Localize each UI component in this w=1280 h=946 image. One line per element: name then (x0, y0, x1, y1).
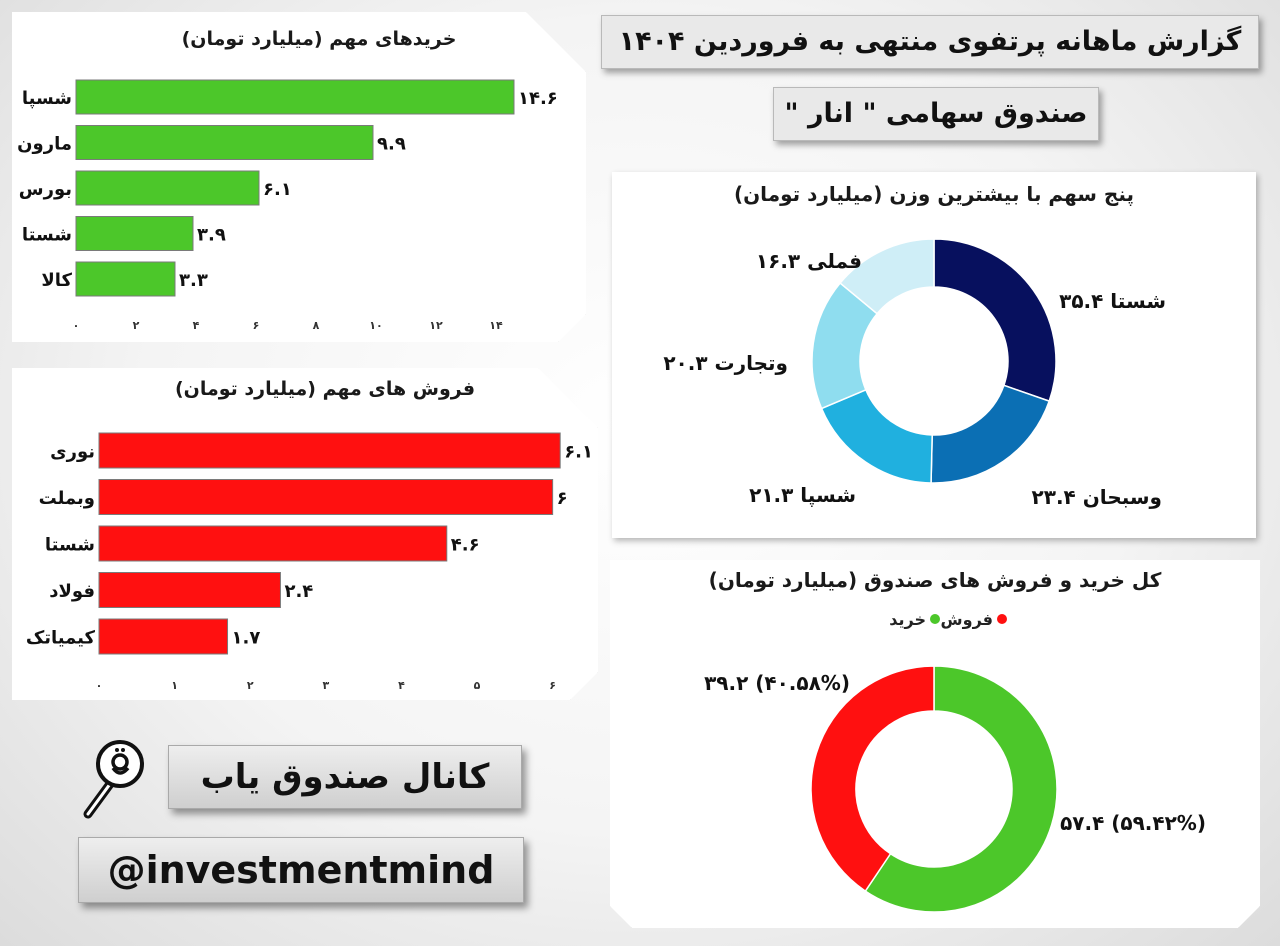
buys-tick-label: ۴ (193, 319, 200, 332)
buys-bar (76, 80, 514, 114)
buys-value-label: ۱۴.۶ (518, 88, 558, 109)
buys-category-label: بورس (19, 179, 72, 200)
sells-value-label: ۶ (557, 488, 568, 509)
holdings-slice-label: ۳۵.۴ شستا (1059, 289, 1166, 313)
buys-category-label: شسپا (22, 88, 72, 109)
holdings-slice-label: ۲۰.۳ وتجارت (663, 351, 788, 375)
sells-tick-label: ۵ (474, 679, 481, 692)
fund-name: صندوق سهامی " انار " (784, 98, 1088, 129)
holdings-slice-label: ۲۳.۴ وسبحان (1032, 485, 1162, 509)
holdings-slice (930, 384, 1051, 484)
handle-tag: @investmentmind (78, 837, 524, 903)
buysell-slice (811, 666, 934, 891)
buy-sell-chart: ۵۷.۴ (۵۹.۴۲%) ۳۹.۲ (۴۰.۵۸%) فروش خرید (610, 560, 1260, 928)
sells-tick-label: ۳ (322, 679, 329, 692)
report-title-banner: گزارش ماهانه پرتفوی منتهی به فروردین ۱۴۰… (601, 15, 1259, 69)
buys-tick-label: ۱۲ (429, 319, 443, 332)
buys-tick-label: ۲ (133, 319, 140, 332)
magnifier-icon (83, 740, 144, 819)
buys-bar (76, 217, 193, 251)
buys-value-label: ۶.۱ (263, 179, 292, 200)
buys-bar (76, 126, 373, 160)
buysell-legend-marker (997, 614, 1007, 624)
top-sells-chart: نوری ۶.۱ وبملت ۶ شستا ۴.۶ فولاد ۲.۴ کیمیاتک ۱.۷ ۰ ۱… (12, 368, 598, 700)
holdings-slice-label: ۱۶.۳ فملی (756, 249, 862, 273)
holdings-slice-label: ۲۱.۳ شسپا (749, 483, 856, 508)
buys-value-label: ۳.۳ (179, 270, 208, 291)
buysell-legend-label: فروش (941, 610, 993, 629)
buysell-slice (865, 666, 1057, 912)
sells-bar (99, 573, 280, 608)
holdings-slice (839, 238, 935, 315)
sells-tick-label: ۲ (247, 679, 254, 692)
buy-sell-title: کل خرید و فروش های صندوق (میلیارد تومان) (708, 568, 1162, 592)
top-buys-title: خریدهای مهم (میلیارد تومان) (181, 28, 457, 50)
sells-category-label: وبملت (39, 488, 95, 509)
buys-tick-label: ۱۴ (489, 319, 503, 332)
buys-value-label: ۹.۹ (377, 134, 406, 155)
sells-category-label: شستا (45, 535, 95, 556)
fund-name-banner: صندوق سهامی " انار " (773, 87, 1099, 141)
sells-value-label: ۴.۶ (451, 535, 480, 556)
buysell-slice-label: ۳۹.۲ (۴۰.۵۸%) (704, 671, 850, 695)
top-sells-title: فروش های مهم (میلیارد تومان) (174, 378, 476, 400)
buys-tick-label: ۸ (313, 319, 320, 332)
buys-category-label: مارون (17, 134, 72, 155)
buysell-legend-label: خرید (889, 610, 926, 629)
sells-category-label: فولاد (49, 581, 95, 602)
top-holdings-chart: ۳۵.۴ شستا ۲۳.۴ وسبحان ۲۱.۳ شسپا ۲۰.۳ وتجارت… (663, 238, 1166, 509)
buys-tick-label: ۰ (73, 319, 80, 332)
buysell-slice-label: ۵۷.۴ (۵۹.۴۲%) (1060, 811, 1206, 835)
sells-bar (99, 433, 560, 468)
buy-sell-panel: کل خرید و فروش های صندوق (میلیارد تومان)… (610, 560, 1260, 928)
sells-value-label: ۶.۱ (564, 442, 593, 463)
buys-bar (76, 262, 175, 296)
sells-category-label: کیمیاتک (26, 628, 96, 649)
buys-category-label: کالا (41, 270, 72, 291)
buysell-legend-marker (930, 614, 940, 624)
top-buys-chart: شسپا ۱۴.۶ مارون ۹.۹ بورس ۶.۱ شستا ۳.۹ کالا ۳.۳ ۰ ۲ ۴… (12, 12, 586, 342)
sells-value-label: ۲.۴ (284, 581, 313, 602)
sells-bar (99, 619, 228, 654)
buys-tick-label: ۱۰ (369, 319, 382, 332)
report-title: گزارش ماهانه پرتفوی منتهی به فروردین ۱۴۰… (618, 26, 1242, 57)
channel-name: کانال صندوق یاب (200, 757, 490, 797)
sells-tick-label: ۰ (96, 679, 103, 692)
holdings-slice (820, 388, 933, 484)
sells-tick-label: ۱ (171, 679, 178, 692)
sells-bar (99, 526, 447, 561)
holdings-slice (933, 238, 1057, 403)
buys-bar (76, 171, 259, 205)
magnifier-logo (80, 738, 144, 820)
sells-bar (99, 480, 553, 515)
sells-value-label: ۱.۷ (232, 628, 261, 649)
top-sells-panel: فروش های مهم (میلیارد تومان) نوری ۶.۱ وبمل… (12, 368, 598, 700)
sells-tick-label: ۶ (549, 679, 556, 692)
sells-tick-label: ۴ (398, 679, 405, 692)
buys-category-label: شستا (22, 225, 72, 246)
top-holdings-panel: پنج سهم با بیشترین وزن (میلیارد تومان) ۳… (612, 172, 1256, 538)
buys-value-label: ۳.۹ (197, 225, 226, 246)
buys-tick-label: ۶ (253, 319, 260, 332)
channel-tag: کانال صندوق یاب (168, 745, 522, 809)
channel-handle: @investmentmind (107, 848, 495, 892)
top-holdings-title: پنج سهم با بیشترین وزن (میلیارد تومان) (733, 182, 1135, 206)
sells-category-label: نوری (50, 442, 95, 463)
top-buys-panel: خریدهای مهم (میلیارد تومان) شسپا ۱۴.۶ مارو… (12, 12, 586, 342)
